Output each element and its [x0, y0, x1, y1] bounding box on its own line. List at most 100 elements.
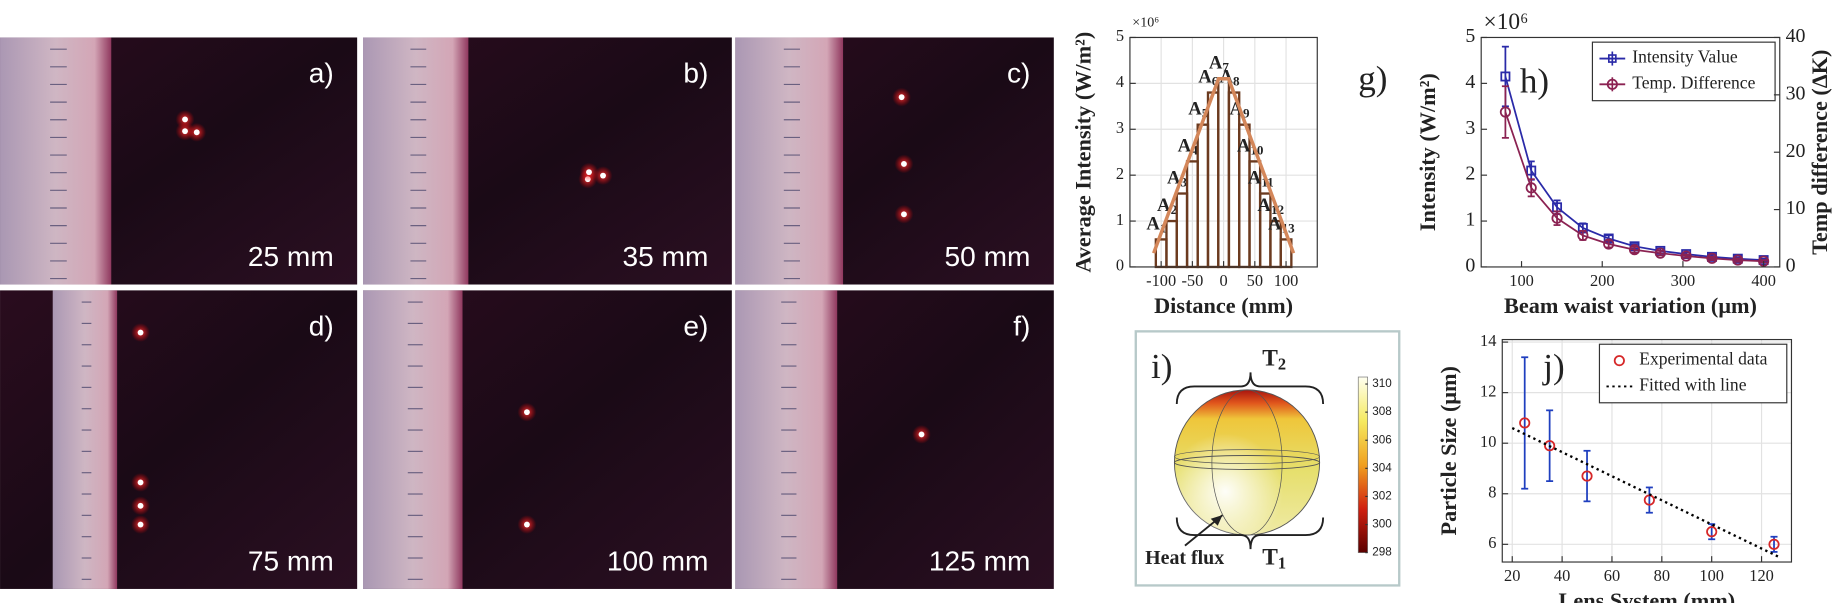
photo-panel: f) 125 mm	[735, 290, 1054, 589]
x-tick-label: 20	[1504, 566, 1520, 585]
y-axis-label: Average Intensity (W/m²)	[1071, 32, 1096, 273]
point	[1544, 440, 1556, 452]
particle	[524, 521, 530, 528]
y-tick-label: 4	[1465, 71, 1475, 93]
particle	[901, 211, 907, 218]
particle	[137, 502, 144, 509]
point	[1603, 238, 1615, 250]
particle	[193, 129, 200, 136]
y-tick-label: 1	[1465, 209, 1475, 231]
panel-label: h)	[1520, 61, 1549, 100]
legend: Intensity Value Temp. Difference	[1591, 41, 1776, 102]
particle	[137, 521, 144, 528]
particle	[524, 409, 530, 416]
x-tick-label: 400	[1751, 271, 1776, 290]
x-tick-label: 80	[1654, 566, 1670, 585]
legend-label: Intensity Value	[1632, 47, 1738, 67]
data	[1499, 45, 1770, 267]
bar-label: A4	[1178, 136, 1199, 158]
chart: Experimental data Fitted with line 20 40 60 8…	[1436, 331, 1793, 603]
particle	[182, 116, 188, 123]
bar-label: A3	[1167, 168, 1188, 190]
photo-label: d)	[309, 310, 334, 341]
legend-box	[1598, 343, 1788, 404]
particle	[901, 160, 907, 167]
x-tick-label: 200	[1590, 271, 1615, 290]
photo-label: a)	[309, 57, 334, 88]
point	[1581, 470, 1593, 482]
data	[1511, 356, 1780, 559]
particle	[137, 329, 144, 336]
legend-marker	[1613, 355, 1625, 367]
sphere-line	[1211, 389, 1283, 536]
colorbar-label: 300	[1372, 518, 1392, 531]
photo-panel: c) 50 mm	[735, 37, 1054, 285]
y-tick-label: 6	[1488, 533, 1496, 552]
legend-box	[1591, 41, 1776, 102]
photo-label: c)	[1007, 57, 1030, 88]
point	[1732, 254, 1744, 266]
photo-caption: 35 mm	[623, 241, 709, 272]
top-label: T2	[1262, 346, 1286, 373]
sphere-line	[1174, 449, 1320, 465]
ruler	[0, 37, 112, 285]
ruler	[735, 37, 844, 285]
series-line	[1511, 426, 1780, 559]
colorbar-label: 308	[1372, 405, 1392, 418]
y2-tick-label: 40	[1786, 25, 1806, 47]
y-multiplier: ×10⁶	[1132, 15, 1159, 31]
photo-panel: d) 75 mm	[0, 290, 358, 589]
point	[1706, 526, 1718, 538]
photo-panel: b) 35 mm	[363, 37, 732, 285]
point	[1654, 247, 1666, 259]
x-tick-label: 300	[1671, 271, 1696, 290]
x-tick-label: 0	[1220, 271, 1228, 290]
x-tick-label: -50	[1181, 271, 1203, 290]
point	[1551, 212, 1563, 224]
colorbar-label: 302	[1372, 490, 1392, 503]
x-tick-label: -100	[1146, 271, 1176, 290]
bottom-label: T1	[1262, 545, 1286, 572]
particle	[586, 169, 592, 176]
photo-label: b)	[683, 57, 708, 88]
profile-line	[1152, 77, 1296, 254]
ruler	[363, 290, 463, 589]
panel-label: j)	[1541, 347, 1564, 386]
y-tick-label: 12	[1480, 381, 1496, 400]
x-axis-label: Distance (mm)	[1154, 293, 1293, 318]
panel-label: i)	[1151, 347, 1172, 386]
colorbar-label: 304	[1372, 461, 1392, 474]
y-multiplier: ×10⁶	[1484, 9, 1529, 35]
x-tick-label: 60	[1604, 566, 1620, 585]
colorbar-label: 306	[1372, 433, 1392, 446]
sphere-highlight	[1174, 389, 1320, 536]
x-tick-label: 100	[1274, 271, 1299, 290]
legend-marker	[1607, 54, 1617, 63]
x-axis-label: Lens System (mm)	[1559, 588, 1736, 603]
sphere-line	[1173, 455, 1321, 470]
y-tick-label: 4	[1116, 72, 1124, 91]
legend-label: Experimental data	[1639, 349, 1767, 369]
y-tick-label: 3	[1465, 117, 1475, 139]
arrow-label: Heat flux	[1145, 547, 1224, 569]
y-tick-label: 0	[1116, 256, 1124, 275]
y2-tick-label: 30	[1786, 82, 1806, 104]
legend-label: Fitted with line	[1639, 374, 1746, 394]
photo-panel: a) 25 mm	[0, 37, 358, 285]
ruler	[52, 290, 118, 589]
point	[1628, 244, 1641, 256]
point	[1706, 252, 1718, 264]
particle	[898, 94, 905, 101]
y-tick-label: 0	[1465, 255, 1475, 277]
photo-label: f)	[1013, 310, 1030, 341]
ruler	[735, 290, 838, 589]
y-tick-label: 8	[1488, 483, 1496, 502]
point	[1499, 106, 1511, 118]
y-tick-label: 10	[1480, 432, 1496, 451]
photo-caption: 75 mm	[248, 546, 334, 577]
legend: Experimental data Fitted with line	[1598, 343, 1788, 404]
